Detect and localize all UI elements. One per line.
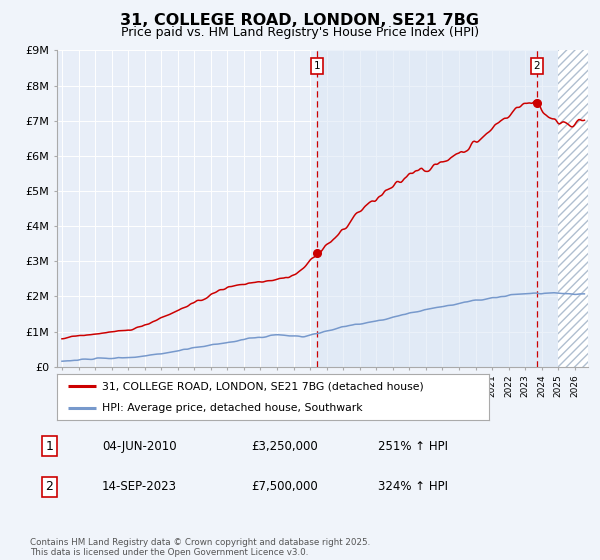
Text: 251% ↑ HPI: 251% ↑ HPI (378, 440, 448, 453)
Text: £3,250,000: £3,250,000 (251, 440, 317, 453)
Bar (558, 50, 588, 367)
Text: 31, COLLEGE ROAD, LONDON, SE21 7BG (detached house): 31, COLLEGE ROAD, LONDON, SE21 7BG (deta… (103, 381, 424, 391)
Text: 2: 2 (533, 61, 540, 71)
Text: 1: 1 (46, 440, 53, 453)
Text: 1: 1 (314, 61, 320, 71)
Text: £7,500,000: £7,500,000 (251, 480, 317, 493)
Text: Contains HM Land Registry data © Crown copyright and database right 2025.
This d: Contains HM Land Registry data © Crown c… (30, 538, 370, 557)
Bar (317, 50, 588, 367)
Text: Price paid vs. HM Land Registry's House Price Index (HPI): Price paid vs. HM Land Registry's House … (121, 26, 479, 39)
Text: 14-SEP-2023: 14-SEP-2023 (102, 480, 177, 493)
Text: HPI: Average price, detached house, Southwark: HPI: Average price, detached house, Sout… (103, 403, 363, 413)
Text: 04-JUN-2010: 04-JUN-2010 (102, 440, 176, 453)
Text: 31, COLLEGE ROAD, LONDON, SE21 7BG: 31, COLLEGE ROAD, LONDON, SE21 7BG (121, 13, 479, 29)
Text: 324% ↑ HPI: 324% ↑ HPI (378, 480, 448, 493)
Text: 2: 2 (46, 480, 53, 493)
